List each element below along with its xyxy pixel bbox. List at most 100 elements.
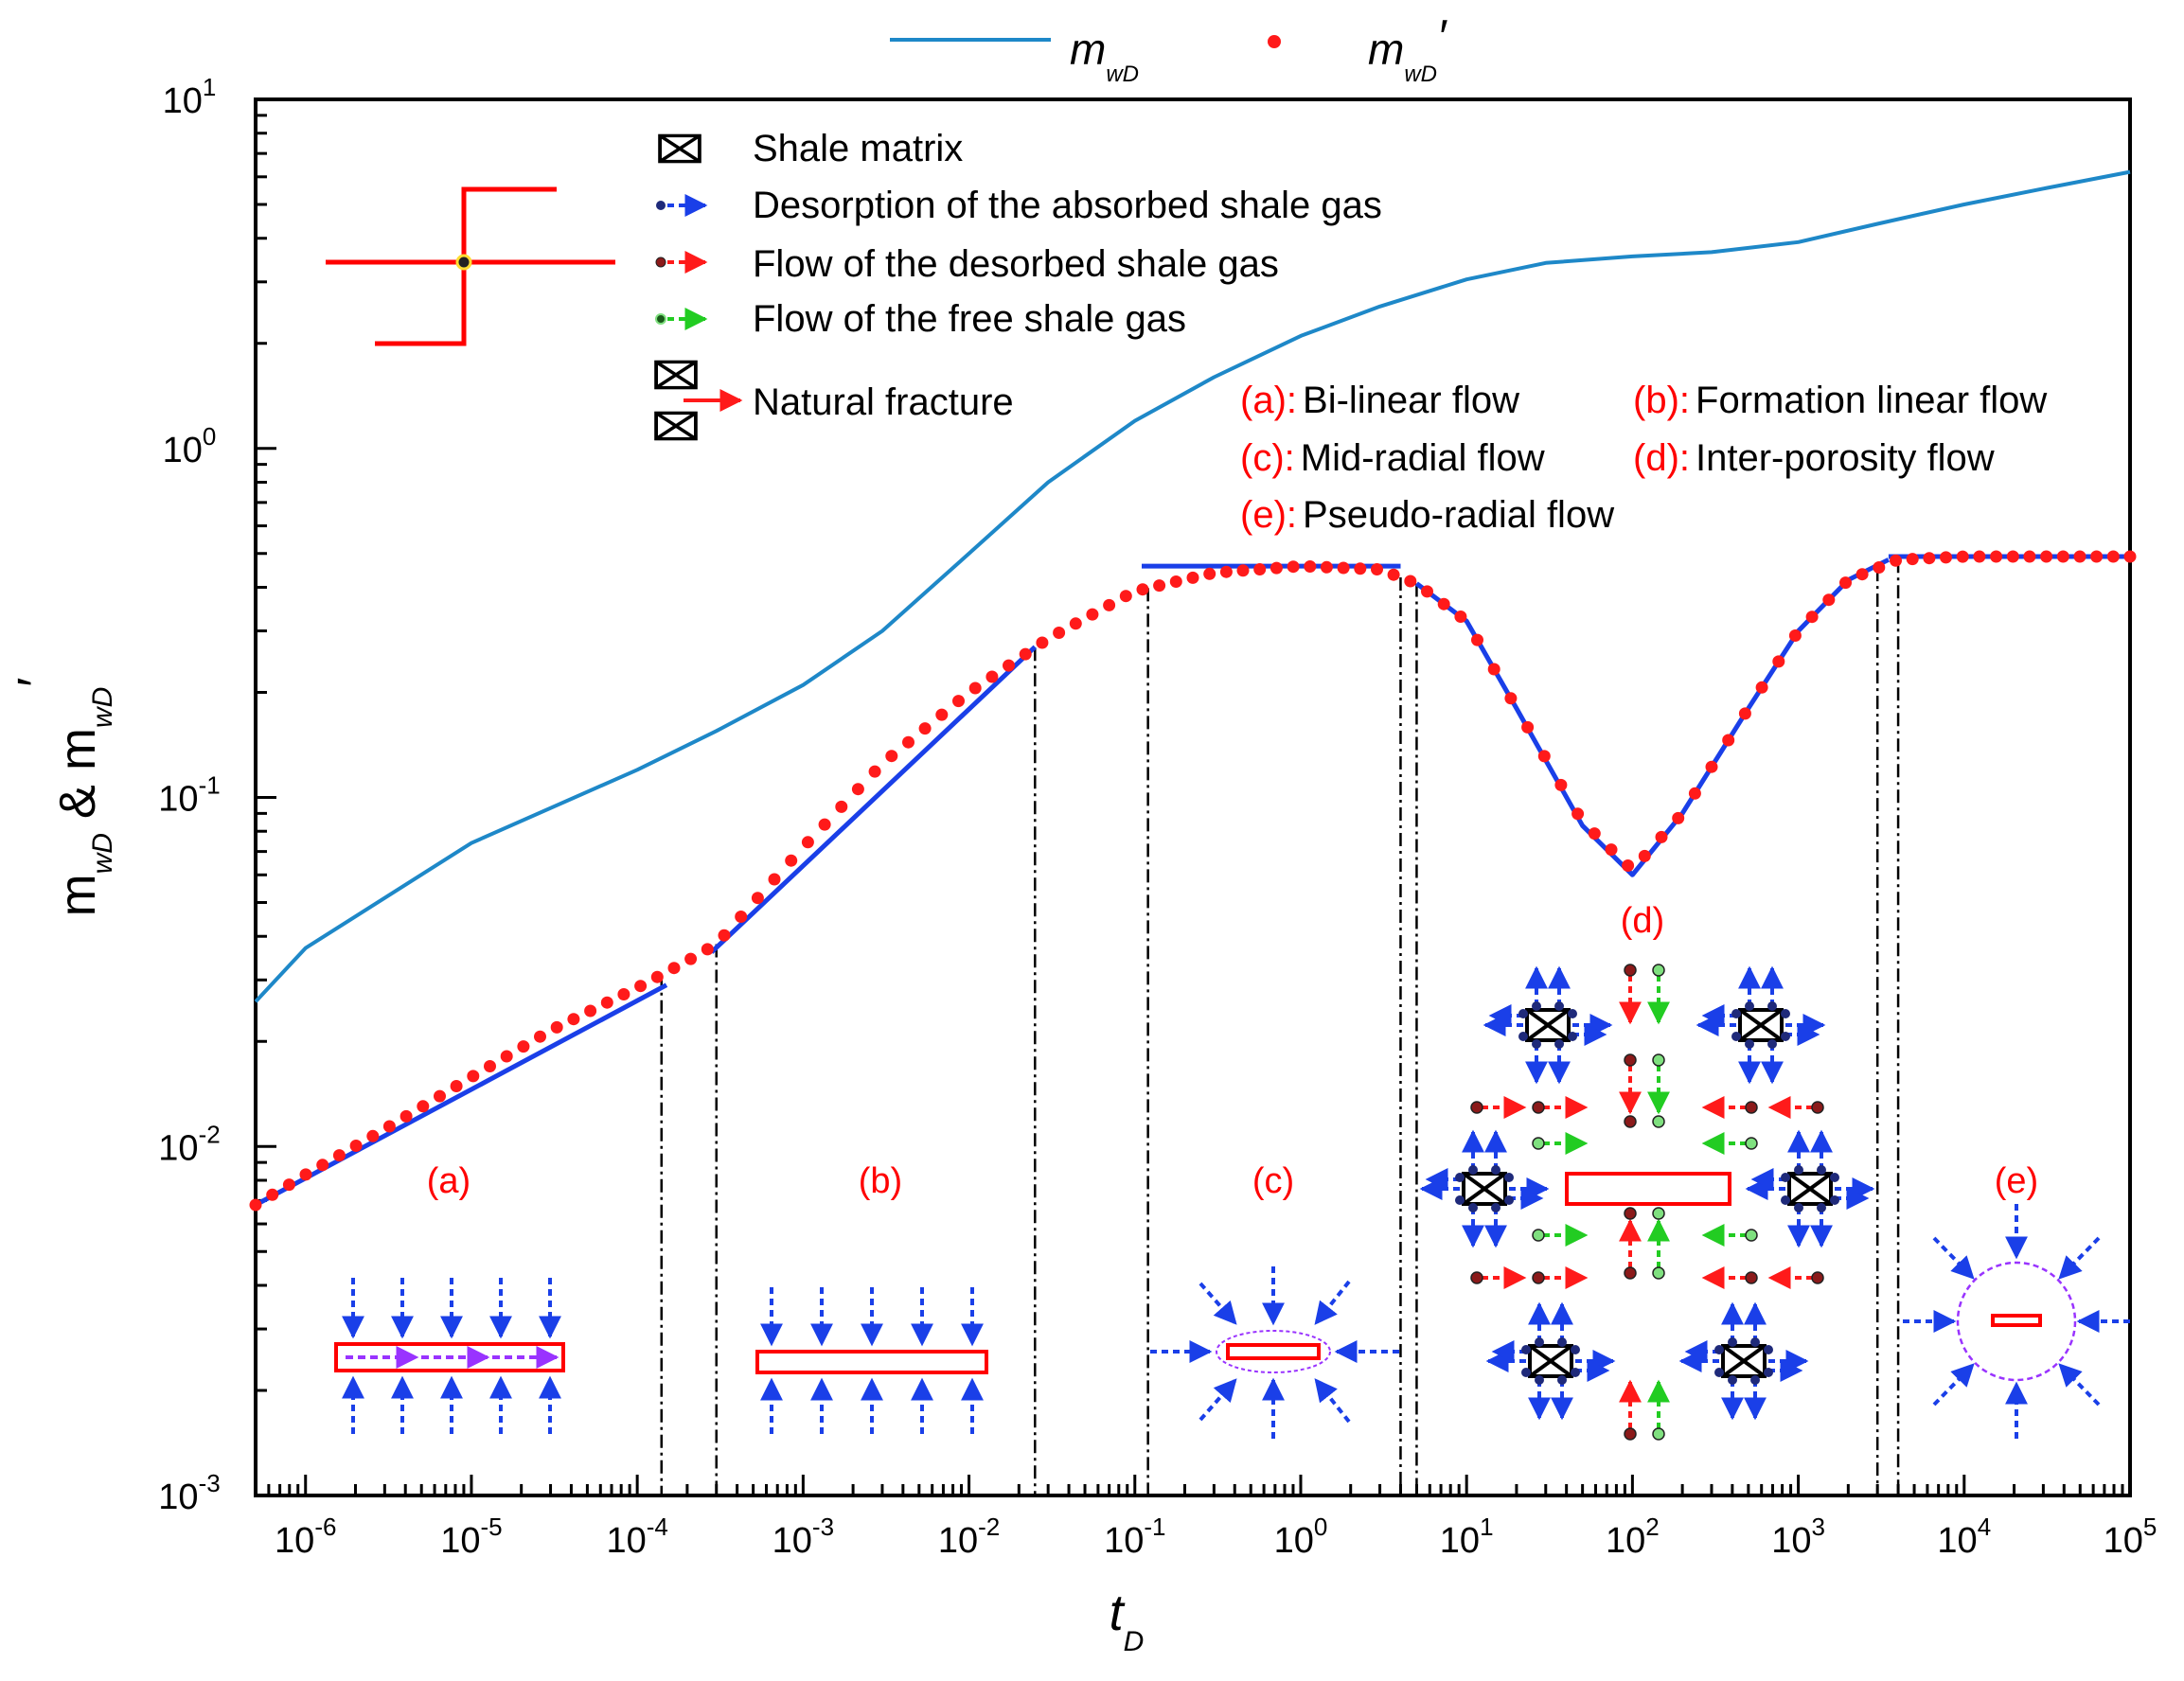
series-derivative-point (366, 1129, 380, 1142)
series-derivative-point (282, 1178, 295, 1192)
series-derivative-point (935, 708, 949, 721)
symbol-legend-label: Shale matrix (753, 128, 963, 169)
symbol-legend-label: Flow of the desorbed shale gas (753, 243, 1279, 285)
series-derivative-point (2106, 550, 2120, 563)
series-derivative-point (1588, 827, 1601, 840)
series-derivative-point (1688, 787, 1701, 800)
region-label-d: (d) (1621, 901, 1664, 941)
series-derivative-point (1270, 561, 1283, 575)
region-label-b: (b) (859, 1161, 902, 1201)
axis-ticks: 10-6 10-5 10-4 10-3 10-2 10-1 100 101 102 103 104 1… (158, 73, 2157, 1561)
series-derivative-point (918, 722, 932, 735)
fracture-wellbore-icon (326, 186, 615, 346)
legend-entry-2: mwD′ (1368, 10, 1447, 87)
series-derivative-point (2123, 550, 2137, 563)
series-derivative-point (1404, 575, 1417, 588)
series-derivative-point (1354, 562, 1367, 575)
series-derivative-point (584, 1004, 597, 1017)
series-derivative-point (1186, 571, 1199, 584)
series-derivative-point (1471, 633, 1483, 646)
legend-entry-1: mwD (1070, 25, 1139, 87)
series-derivative-point (650, 970, 664, 983)
series-derivative-point (517, 1040, 530, 1053)
series-derivative-point (617, 988, 630, 1000)
x-tick-label: 10-1 (1104, 1513, 1165, 1561)
series-derivative-point (1003, 659, 1015, 672)
x-tick-label: 10-3 (772, 1513, 834, 1561)
series-derivative-point (1387, 568, 1400, 581)
plot-frame (254, 97, 2132, 1497)
series-derivative-point (534, 1030, 546, 1043)
x-axis-title: tD (1110, 1584, 1145, 1657)
symbol-legend-label: Natural fracture (753, 381, 1014, 423)
series-derivative-point (382, 1120, 396, 1133)
series-derivative-point (751, 892, 764, 905)
region-label-e: (e) (1995, 1161, 2038, 1201)
schematic-mid-radial-flow (1150, 1266, 1399, 1439)
series-derivative-point (467, 1070, 480, 1083)
series-derivative-point (1103, 598, 1116, 611)
series-derivative-point (1371, 563, 1383, 575)
series-derivative-point (1421, 585, 1433, 598)
shale-matrix-icon (654, 360, 698, 390)
symbol-legend-label: Desorption of the absorbed shale gas (753, 185, 1382, 226)
y-tick-label: 100 (163, 422, 217, 470)
flow-regime-a: (a): Bi-linear flow (1240, 380, 1519, 421)
series-derivative-point (701, 943, 714, 956)
x-tick-label: 10-2 (938, 1513, 1000, 1561)
series-derivative-point (985, 670, 999, 683)
region-label-a: (a) (427, 1161, 471, 1201)
series-derivative-point (1990, 550, 2003, 563)
x-tick-label: 105 (2104, 1513, 2157, 1561)
series-derivative-point (1069, 617, 1082, 630)
series-derivative-point (684, 952, 698, 965)
series-derivative-point (2040, 550, 2053, 563)
y-tick-label: 10-3 (158, 1469, 220, 1517)
x-tick-label: 10-5 (440, 1513, 502, 1561)
series-derivative-point (1203, 567, 1216, 580)
series-derivative-point (2006, 550, 2019, 563)
x-tick-label: 103 (1771, 1513, 1825, 1561)
series-derivative-point (1454, 610, 1467, 623)
series-derivative-point (1956, 550, 1969, 563)
series-derivative-point (500, 1050, 513, 1063)
schematic-pseudo-radial-flow (1903, 1204, 2130, 1439)
series-derivative-point (885, 750, 898, 763)
series-derivative-point (634, 980, 648, 993)
series-derivative-point (1822, 593, 1836, 607)
series-derivative-point (1672, 811, 1685, 824)
series-derivative-point (1053, 627, 1066, 639)
series-derivative-point (1236, 564, 1250, 577)
shale-matrix-icon (654, 411, 698, 441)
top-legend: mwD mwD′ (890, 10, 1447, 87)
series-derivative-point (1622, 859, 1635, 872)
flow-regime-legend: (a): Bi-linear flow (b): Formation linear … (1240, 380, 2047, 536)
schematic-formation-linear-flow (755, 1287, 988, 1434)
series-derivative-point (1873, 561, 1886, 574)
flow-regime-c: (c): Mid-radial flow (1240, 437, 1545, 479)
series-derivative-point (818, 818, 831, 831)
series-derivative-point (1755, 681, 1768, 694)
y-tick-label: 10-2 (158, 1120, 220, 1168)
series-derivative-point (768, 873, 781, 886)
series-derivative-point (417, 1100, 430, 1113)
series-derivative-point (1973, 550, 1986, 563)
series-derivative-point (1571, 807, 1585, 821)
series-derivative-point (801, 836, 814, 849)
series-derivative-point (2056, 550, 2069, 563)
symbol-legend-label: Flow of the free shale gas (753, 298, 1186, 340)
series-derivative-point (1890, 554, 1902, 567)
series-derivative-point (1169, 575, 1182, 588)
series-derivative-point (835, 800, 848, 813)
x-tick-label: 100 (1274, 1513, 1328, 1561)
y-tick-label: 101 (163, 73, 217, 121)
series-derivative-point (1119, 590, 1132, 603)
series-fit-line (1414, 557, 1891, 877)
series-derivative-point (2023, 550, 2036, 563)
series-derivative-point (1705, 760, 1718, 773)
region-label-c: (c) (1252, 1161, 1294, 1201)
series-derivative-point (332, 1149, 346, 1162)
series-derivative-point (851, 783, 864, 796)
series-derivative-point (1906, 553, 1919, 566)
